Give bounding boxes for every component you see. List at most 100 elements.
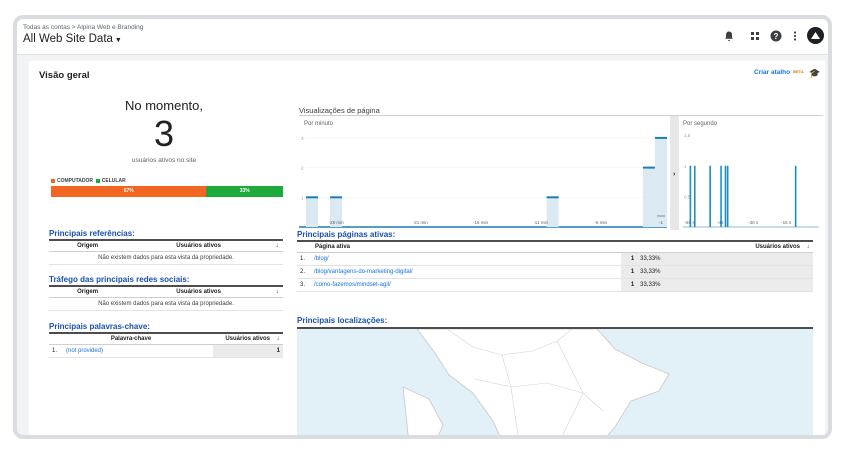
- device-legend: COMPUTADOR CELULAR: [51, 178, 126, 184]
- y-tick-label: 1: [301, 195, 304, 200]
- bar[interactable]: [642, 167, 655, 227]
- divider-handle[interactable]: [670, 116, 679, 230]
- table-row: 3. /como-fazemos/mindset-agil/ 1 33,33%: [297, 278, 813, 292]
- bar[interactable]: [693, 165, 696, 227]
- column-header-active-page[interactable]: Página ativa: [297, 240, 622, 253]
- create-shortcut-link[interactable]: Criar atalho BETA: [754, 69, 804, 76]
- row-number: 3.: [297, 278, 311, 292]
- table-row: 1. /blog/ 1 33,33%: [297, 252, 813, 266]
- bar[interactable]: [654, 137, 667, 227]
- bell-icon[interactable]: [723, 30, 735, 42]
- y-tick-label: 3: [301, 136, 304, 141]
- more-vert-icon[interactable]: [789, 30, 801, 42]
- social-table: Origem Usuários ativos ↓ Não existem dados…: [49, 285, 283, 311]
- keyword-link[interactable]: (not provided): [63, 344, 213, 358]
- column-header-source[interactable]: Origem: [49, 285, 127, 298]
- referrals-title: Principais referências:: [49, 229, 135, 238]
- y-tick-label: 1: [684, 164, 687, 169]
- x-tick-label: -28 min: [329, 220, 345, 225]
- breadcrumb[interactable]: Todas as contas > Alpina Web e Branding: [23, 24, 144, 31]
- x-tick-label: -45: [717, 220, 724, 225]
- active-users-percent: 33,33%: [637, 278, 813, 292]
- keywords-table: Palavra-chave Usuários ativos ↓ 1. (not pr…: [49, 332, 283, 358]
- x-tick-label: -30 s: [748, 220, 759, 225]
- desktop-share-segment: 67%: [51, 186, 207, 197]
- locations-title: Principais localizações:: [297, 316, 388, 325]
- legend-desktop: COMPUTADOR: [57, 178, 94, 184]
- y-tick-label: 0,5: [684, 194, 691, 199]
- row-number: 1.: [49, 344, 63, 358]
- x-tick-label: -1: [659, 220, 663, 225]
- pageviews-chart: › Por minuto Por segundo 3 2 1 -28 min -21 m…: [299, 115, 823, 230]
- south-america-map: [402, 329, 670, 435]
- chevron-right-icon[interactable]: ›: [673, 171, 676, 178]
- graduation-cap-icon[interactable]: 🎓: [809, 68, 821, 78]
- page-link[interactable]: /blog/vantagens-do-marketing-digital/: [311, 265, 622, 279]
- keywords-title: Principais palavras-chave:: [49, 322, 150, 331]
- bar[interactable]: [724, 165, 727, 227]
- avatar[interactable]: [807, 27, 824, 44]
- column-header-keyword[interactable]: Palavra-chave: [49, 332, 213, 345]
- page-title: Visão geral: [39, 70, 90, 81]
- overview-panel: Visão geral Criar atalho BETA 🎓 No moment…: [29, 61, 825, 435]
- legend-swatch-desktop: [51, 178, 55, 183]
- table-row: 1. (not provided) 1: [49, 344, 283, 358]
- apps-grid-icon[interactable]: [749, 30, 761, 42]
- chart-subtitle-per-second: Por segundo: [683, 121, 718, 127]
- active-users-value: 1: [621, 252, 638, 266]
- table-row: 2. /blog/vantagens-do-marketing-digital/…: [297, 265, 813, 279]
- y-tick-label: 1,5: [684, 133, 691, 138]
- sort-down-icon[interactable]: ↓: [271, 285, 283, 298]
- svg-text:?: ?: [774, 32, 779, 41]
- column-header-active-users[interactable]: Usuários ativos: [621, 240, 803, 253]
- page-link[interactable]: /como-fazemos/mindset-agil/: [311, 278, 622, 292]
- column-header-active-users[interactable]: Usuários ativos: [213, 332, 273, 345]
- account-label: All Web Site Data: [23, 33, 113, 45]
- locations-map[interactable]: [297, 327, 813, 435]
- sort-down-icon[interactable]: ↓: [273, 332, 283, 345]
- empty-message: Não existem dados para esta vista da pro…: [49, 251, 283, 265]
- x-tick-label: -21 min: [413, 220, 429, 225]
- device-share-bar: 67% 33%: [51, 186, 283, 197]
- top-bar: Todas as contas > Alpina Web e Branding …: [17, 19, 828, 55]
- active-users-percent: 33,33%: [637, 265, 813, 279]
- x-tick-label: -15 s: [781, 220, 792, 225]
- bar[interactable]: [709, 165, 711, 227]
- referrals-table: Origem Usuários ativos ↓ Não existem dados…: [49, 239, 283, 265]
- bar[interactable]: [330, 197, 343, 227]
- bar[interactable]: [546, 197, 559, 227]
- bar[interactable]: [689, 165, 692, 227]
- bar[interactable]: [726, 165, 729, 227]
- new-label: novo: [657, 214, 665, 218]
- account-selector[interactable]: All Web Site Data ▼: [23, 33, 122, 45]
- active-users-value: 1: [213, 344, 283, 358]
- column-header-active-users[interactable]: Usuários ativos: [126, 285, 271, 298]
- x-tick-label: -16 min: [473, 220, 489, 225]
- x-tick-label: -11 min: [533, 220, 548, 225]
- x-tick-label: -6 min: [595, 220, 608, 225]
- page-link[interactable]: /blog/: [311, 252, 622, 266]
- help-icon[interactable]: ?: [770, 30, 782, 42]
- column-header-source[interactable]: Origem: [49, 239, 127, 252]
- legend-swatch-mobile: [95, 178, 100, 183]
- active-pages-table: Página ativa Usuários ativos ↓ 1. /blog/…: [297, 240, 813, 292]
- x-tick-label: -60 s: [685, 220, 696, 225]
- row-number: 1.: [297, 252, 311, 266]
- column-header-active-users[interactable]: Usuários ativos: [126, 239, 271, 252]
- empty-message: Não existem dados para esta vista da pro…: [49, 297, 283, 311]
- bar[interactable]: [306, 197, 319, 227]
- mobile-share-segment: 33%: [206, 186, 283, 197]
- active-users-label: usuários ativos no site: [131, 157, 197, 164]
- bar[interactable]: [720, 165, 722, 227]
- pageviews-title: Visualizações de página: [299, 106, 380, 115]
- mountain-logo-icon: [811, 32, 820, 39]
- y-tick-label: 2: [301, 166, 304, 171]
- active-pages-title: Principais páginas ativas:: [297, 230, 396, 239]
- sort-down-icon[interactable]: ↓: [803, 240, 813, 253]
- window-frame: Todas as contas > Alpina Web e Branding …: [13, 15, 832, 439]
- bar[interactable]: [794, 165, 797, 227]
- active-users-value: 1: [621, 278, 638, 292]
- sort-down-icon[interactable]: ↓: [271, 239, 283, 252]
- active-users-percent: 33,33%: [637, 252, 813, 266]
- chevron-down-icon: ▼: [114, 37, 122, 44]
